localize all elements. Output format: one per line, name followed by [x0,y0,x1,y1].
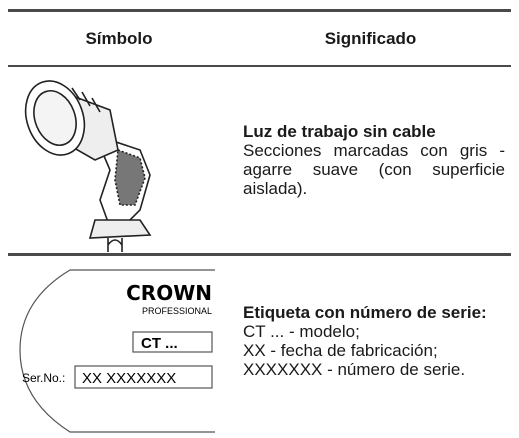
serial-label-icon [19,269,215,433]
row-rule [8,253,511,256]
row-line: CT ... - modelo; [243,322,360,341]
work-light-icon [24,80,152,252]
brand-sub: PROFESSIONAL [142,306,212,316]
header-rule [8,65,511,67]
row-2-text: Etiqueta con número de serie: CT ... - m… [243,303,505,379]
row-title: Etiqueta con número de serie: [243,303,487,322]
header-meaning: Significado [324,29,417,48]
row-description: Secciones marcadas con gris - agarre sua… [243,141,505,198]
row-line: XXXXXXX - número de serie. [243,360,466,379]
serial: XX XXXXXXX [82,370,176,387]
top-rule [8,9,511,12]
row-title: Luz de trabajo sin cable [243,122,436,141]
header-symbol: Símbolo [85,29,153,48]
row-1-text: Luz de trabajo sin cable Secciones marca… [243,122,505,198]
serial-caption: Ser.No.: [22,371,65,385]
model: CT ... [141,335,178,352]
brand: CROWN [126,281,212,305]
row-line: XX - fecha de fabricación; [243,341,438,360]
